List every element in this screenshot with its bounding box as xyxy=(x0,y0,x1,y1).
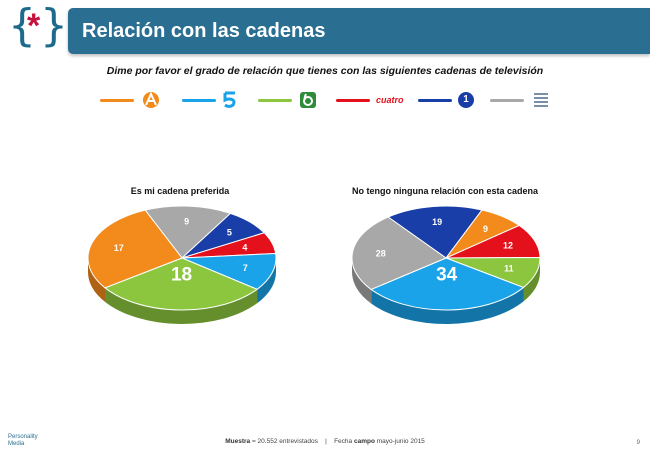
lasexta-logo-icon xyxy=(298,90,318,110)
pie-slice xyxy=(370,257,525,311)
pie-slice-side xyxy=(257,258,276,304)
pie-chart-ninguna: 19 9 12 11 34 28 xyxy=(351,205,541,324)
footer-text: Muestra = 20.552 entrevistados | Fecha c… xyxy=(0,438,650,445)
cuatro-logo-icon: cuatro xyxy=(376,90,404,110)
legend-swatch xyxy=(490,99,524,102)
pie-slice-label: 34 xyxy=(436,265,458,286)
pie-slice xyxy=(351,216,448,291)
pie-slice-side xyxy=(352,258,372,304)
legend-swatch xyxy=(182,99,216,102)
la1-logo-icon: 1 xyxy=(458,90,474,110)
pie-slice-label: 4 xyxy=(242,242,247,252)
otras-logo-icon xyxy=(530,90,552,110)
pie-slice-label: 18 xyxy=(171,265,192,286)
antena3-logo-icon xyxy=(140,90,162,110)
footer-date-prefix: Fecha xyxy=(334,438,353,445)
pie-slice-label: 17 xyxy=(114,243,124,253)
footer-brand-line1: Personality xyxy=(8,434,38,440)
pie-slice-label: 11 xyxy=(504,264,514,274)
pie-slice-label: 5 xyxy=(227,228,232,238)
question-text: Dime por favor el grado de relación que … xyxy=(106,65,544,77)
header-bar: Relación con las cadenas xyxy=(68,8,650,54)
pie-slice xyxy=(87,209,183,289)
footer-brand-line2: Media xyxy=(8,441,25,447)
footer-separator: | xyxy=(325,438,327,445)
pie-slice-label: 7 xyxy=(243,263,248,273)
brand-logo: { * } xyxy=(8,0,68,52)
cuatro-logo-text: cuatro xyxy=(376,95,404,105)
chart-title-ninguna: No tengo ninguna relación con esta caden… xyxy=(351,186,539,196)
footer-date-value: mayo-junio 2015 xyxy=(376,438,425,445)
pie-slice-side xyxy=(371,287,524,324)
right-brace-icon: } xyxy=(40,0,68,51)
pie-slice xyxy=(387,205,483,259)
legend-swatch xyxy=(418,99,452,102)
footer-date-label: campo xyxy=(353,438,375,445)
pie-slice-label: 9 xyxy=(184,217,189,227)
chart-title-preferida: Es mi cadena preferida xyxy=(130,186,230,196)
legend-swatch xyxy=(100,99,134,102)
page-title: Relación con las cadenas xyxy=(82,20,326,42)
pie-slice xyxy=(104,257,259,311)
legend-swatch xyxy=(258,99,292,102)
telecinco-logo-icon xyxy=(222,90,238,110)
pie-slice xyxy=(181,252,277,290)
pie-slice-label: 28 xyxy=(376,248,386,258)
pie-chart-preferida: 9 54 7 18 17 xyxy=(87,205,277,324)
footer-sample-value: = 20.552 entrevistados xyxy=(251,438,318,445)
page-number: 9 xyxy=(636,440,640,446)
legend: cuatro 1 xyxy=(100,88,560,112)
footer-sample-label: Muestra xyxy=(225,438,251,445)
left-brace-icon: { xyxy=(8,0,36,51)
asterisk-icon: * xyxy=(27,7,41,45)
la1-logo-text: 1 xyxy=(458,92,474,108)
pie-slice-label: 9 xyxy=(483,224,488,234)
footer-brand: Personality Media xyxy=(8,434,38,448)
pie-slice-label: 19 xyxy=(432,217,442,227)
pie-slice xyxy=(144,205,232,259)
pie-slice-side xyxy=(104,287,258,324)
legend-swatch xyxy=(336,99,370,102)
pie-slice-label: 12 xyxy=(503,241,513,251)
